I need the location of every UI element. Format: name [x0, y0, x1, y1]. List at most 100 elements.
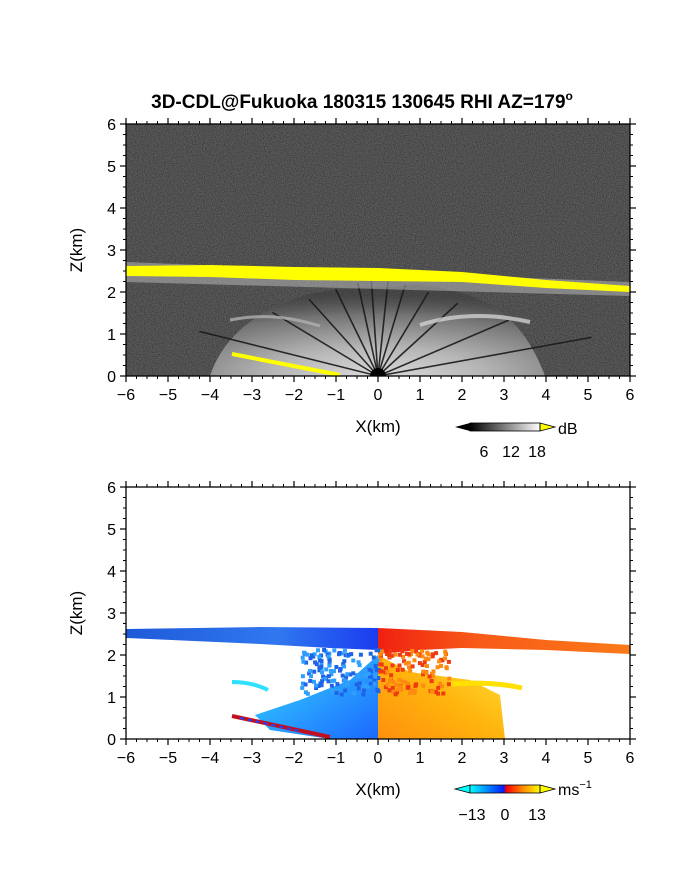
- velocity-gate: [360, 682, 365, 686]
- velocity-gate: [344, 675, 349, 680]
- colorbar-tick-label: 18: [528, 444, 546, 461]
- velocity-gate: [362, 684, 367, 689]
- colorbar-tick-label: 6: [480, 444, 489, 461]
- y-tick-label: 3: [107, 243, 116, 260]
- velocity-gate: [303, 682, 308, 687]
- velocity-colorbar: ms−1 −13 0 13: [453, 779, 592, 824]
- x-tick-label: 5: [584, 750, 593, 767]
- x-tick-label: 1: [416, 750, 425, 767]
- velocity-gate: [351, 658, 356, 663]
- velocity-gate: [408, 668, 413, 673]
- x-tick-label: 0: [374, 750, 383, 767]
- velocity-gate: [384, 666, 388, 671]
- reflectivity-beam-gaps: [199, 281, 592, 377]
- velocity-gate: [363, 673, 368, 678]
- velocity-gate: [308, 669, 313, 673]
- velocity-gate: [381, 678, 386, 682]
- x-tick-label: −2: [285, 387, 303, 404]
- velocity-gate: [444, 666, 449, 671]
- colorbar-over-arrow: [539, 784, 557, 794]
- velocity-gate: [368, 681, 373, 686]
- velocity-gate: [443, 652, 448, 656]
- velocity-gate: [368, 674, 372, 679]
- velocity-gate: [319, 662, 324, 666]
- velocity-gate: [401, 679, 406, 684]
- colorbar-tick-label: 0: [501, 807, 510, 824]
- velocity-gate: [332, 648, 337, 653]
- velocity-gate: [356, 660, 361, 665]
- velocity-gate: [390, 685, 395, 690]
- velocity-gate: [423, 656, 428, 661]
- velocity-gate: [320, 670, 324, 675]
- x-tick-label: 2: [458, 387, 467, 404]
- velocity-gate: [383, 685, 388, 690]
- colorbar-tick-label: −13: [458, 807, 485, 824]
- velocity-gate: [393, 692, 398, 697]
- velocity-gate: [406, 685, 411, 690]
- y-tick-label: 5: [107, 522, 116, 539]
- colorbar-unit: dB: [558, 421, 578, 438]
- velocity-gate: [376, 676, 381, 680]
- velocity-gate: [397, 663, 402, 668]
- velocity-gate: [361, 692, 366, 697]
- x-tick-label: −3: [243, 387, 261, 404]
- beam-gap: [377, 281, 389, 377]
- velocity-gate: [420, 663, 425, 667]
- velocity-gate: [301, 659, 306, 664]
- velocity-gate: [345, 682, 349, 687]
- velocity-gate: [398, 652, 402, 657]
- velocity-gate: [373, 674, 378, 679]
- x-tick-label: −4: [201, 750, 219, 767]
- y-tick-label: 4: [107, 201, 116, 218]
- velocity-gate: [349, 652, 354, 657]
- velocity-gate: [300, 674, 305, 679]
- radar-site-marker: [370, 368, 386, 376]
- velocity-gate: [354, 682, 359, 687]
- velocity-gate: [321, 674, 326, 679]
- x-tick-label: 3: [500, 387, 509, 404]
- velocity-gate: [371, 655, 376, 660]
- velocity-gate: [375, 658, 380, 663]
- x-tick-label: 0: [374, 387, 383, 404]
- velocity-gate: [417, 653, 422, 658]
- velocity-gate: [367, 667, 372, 672]
- velocity-gate: [368, 651, 373, 656]
- velocity-gate: [363, 668, 368, 673]
- velocity-gate: [400, 649, 405, 654]
- velocity-gate: [429, 689, 434, 694]
- velocity-gate: [357, 663, 362, 668]
- velocity-gate: [431, 674, 436, 679]
- velocity-gate: [414, 649, 418, 654]
- velocity-gate: [390, 653, 395, 658]
- velocity-gate: [361, 688, 366, 693]
- velocity-gate: [378, 662, 383, 667]
- velocity-gate: [317, 658, 322, 663]
- velocity-cone-approaching: [255, 655, 378, 739]
- velocity-gate: [371, 681, 376, 686]
- velocity-gate: [398, 684, 403, 689]
- y-axis-label: Z(km): [67, 228, 86, 272]
- velocity-gate: [314, 683, 319, 688]
- velocity-gate: [312, 669, 317, 674]
- velocity-gate: [430, 652, 435, 657]
- reflectivity-colorbar: dB 6 12 18: [455, 421, 578, 461]
- velocity-gate: [439, 657, 444, 662]
- x-tick-label: 1: [416, 387, 425, 404]
- velocity-gate: [332, 669, 336, 674]
- velocity-gate: [304, 660, 309, 665]
- velocity-gate: [308, 678, 313, 683]
- velocity-gate: [319, 683, 324, 688]
- velocity-gate: [359, 686, 364, 691]
- velocity-gate: [420, 649, 425, 654]
- x-tick-label: 5: [584, 387, 593, 404]
- y-tick-label: 1: [107, 327, 116, 344]
- velocity-gate: [387, 652, 391, 657]
- velocity-gate: [330, 688, 335, 693]
- velocity-gate: [302, 650, 307, 655]
- velocity-gate: [317, 654, 322, 659]
- velocity-gate: [417, 661, 422, 666]
- velocity-gate: [322, 648, 327, 652]
- velocity-gate: [446, 682, 451, 687]
- velocity-gate: [307, 671, 312, 676]
- velocity-gate: [309, 674, 313, 679]
